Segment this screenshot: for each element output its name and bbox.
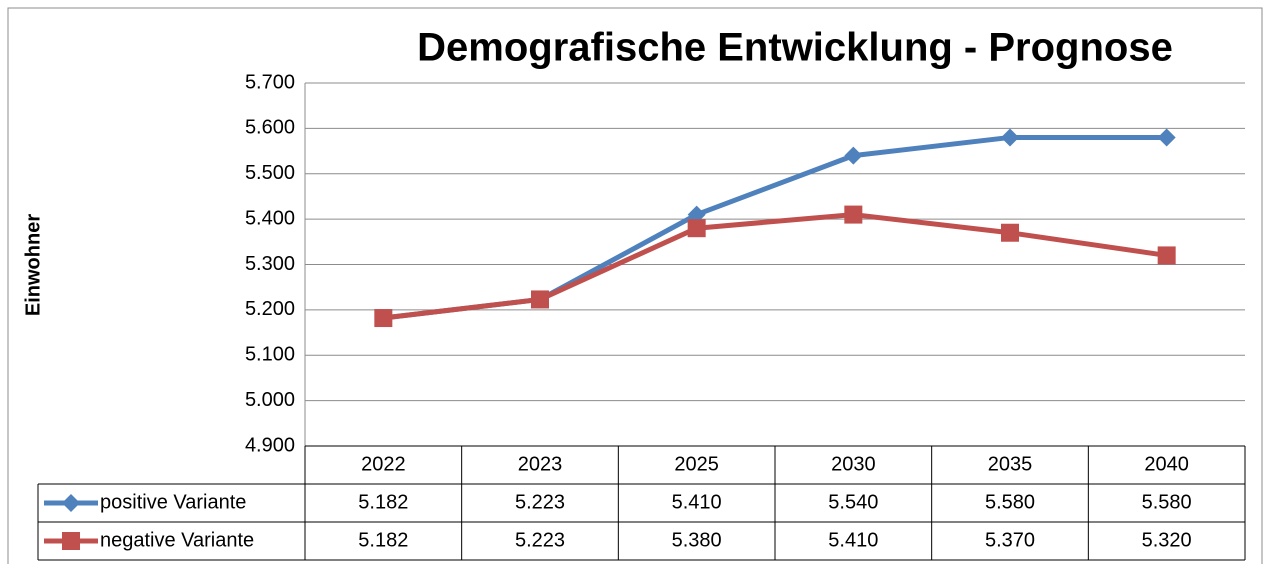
data-label: 5.182 bbox=[358, 491, 408, 513]
y-tick-label: 5.100 bbox=[245, 344, 295, 366]
x-tick-label: 2023 bbox=[518, 453, 563, 475]
data-label: 5.223 bbox=[515, 491, 565, 513]
data-label: 5.320 bbox=[1142, 529, 1192, 551]
data-point bbox=[1157, 128, 1176, 147]
x-tick-label: 2035 bbox=[988, 453, 1033, 475]
legend-label: negative Variante bbox=[100, 529, 254, 551]
legend-marker bbox=[62, 494, 80, 512]
data-label: 5.410 bbox=[672, 491, 722, 513]
y-tick-label: 4.900 bbox=[245, 434, 295, 456]
data-point bbox=[687, 205, 706, 224]
data-point bbox=[531, 290, 549, 309]
x-tick-label: 2025 bbox=[674, 453, 719, 475]
data-label: 5.370 bbox=[985, 529, 1035, 551]
y-tick-label: 5.500 bbox=[245, 162, 295, 184]
y-tick-label: 5.200 bbox=[245, 298, 295, 320]
series-line bbox=[383, 134, 1167, 321]
data-point bbox=[1157, 246, 1176, 265]
series-line bbox=[383, 212, 1168, 321]
data-point bbox=[374, 309, 393, 328]
y-axis-label: Einwohner bbox=[22, 214, 44, 316]
data-point bbox=[1001, 223, 1019, 242]
x-tick-label: 2030 bbox=[831, 453, 876, 475]
chart-title: Demografische Entwicklung - Prognose bbox=[417, 26, 1173, 70]
y-tick-label: 5.300 bbox=[245, 253, 295, 275]
chart-border bbox=[7, 7, 1263, 564]
data-label: 5.380 bbox=[672, 529, 722, 551]
x-tick-label: 2040 bbox=[1144, 453, 1189, 475]
y-tick-label: 5.600 bbox=[245, 117, 295, 139]
data-point bbox=[844, 205, 863, 224]
data-point bbox=[1001, 128, 1019, 147]
data-label: 5.580 bbox=[1142, 491, 1192, 513]
data-point bbox=[844, 146, 863, 165]
y-tick-label: 5.400 bbox=[245, 207, 295, 229]
data-point bbox=[687, 219, 706, 238]
y-tick-label: 5.700 bbox=[245, 71, 295, 93]
y-tick-label: 5.000 bbox=[245, 389, 295, 411]
data-label: 5.580 bbox=[985, 491, 1035, 513]
data-label: 5.540 bbox=[828, 491, 878, 513]
data-label: 5.223 bbox=[515, 529, 565, 551]
legend-marker bbox=[62, 532, 80, 550]
legend-label: positive Variante bbox=[100, 491, 246, 513]
data-label: 5.410 bbox=[828, 529, 878, 551]
x-tick-label: 2022 bbox=[361, 453, 406, 475]
data-label: 5.182 bbox=[358, 529, 408, 551]
